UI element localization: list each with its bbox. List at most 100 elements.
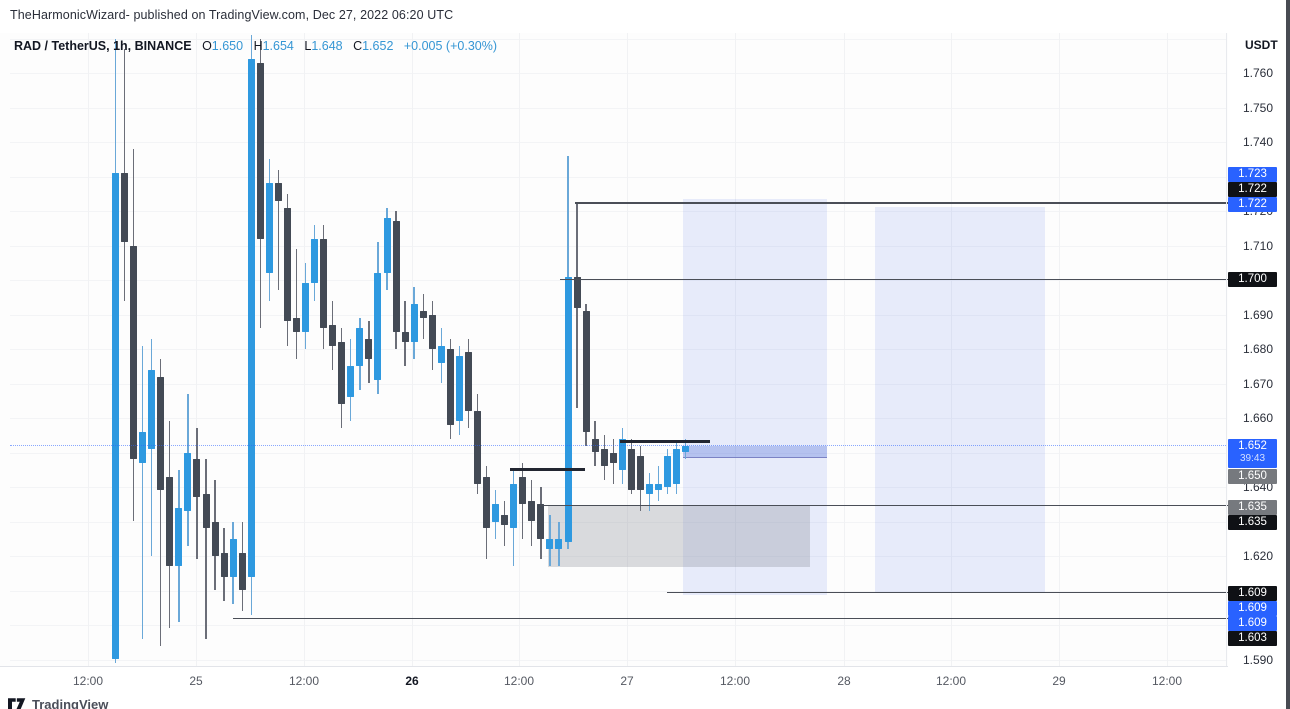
published-attribution-text: TheHarmonicWizard- published on TradingV… [10, 8, 454, 22]
candle-body [446, 349, 454, 425]
time-tick-label: 12:00 [72, 674, 104, 688]
price-level-badge: 1.635 [1228, 515, 1277, 530]
open-label: O [202, 39, 212, 53]
candle-body [320, 238, 328, 329]
candle-body [546, 538, 554, 550]
candle-body [618, 438, 626, 470]
candle-body [247, 59, 255, 577]
drawing-lines-layer[interactable] [0, 0, 1290, 666]
level-1.609[interactable] [667, 592, 1290, 594]
price-tick-label: 1.660 [1243, 411, 1274, 425]
candle-body [492, 504, 500, 522]
candle-body [555, 538, 563, 550]
candle-body [211, 521, 219, 556]
v-gridline [844, 33, 845, 666]
candle-body [483, 476, 491, 529]
candle-body [329, 324, 337, 346]
candle-body [347, 366, 355, 398]
low-value: 1.648 [311, 39, 343, 53]
v-gridline [951, 33, 952, 666]
time-tick-label: 25 [189, 674, 203, 688]
time-tick-label: 12:00 [288, 674, 320, 688]
candle-body [220, 552, 228, 577]
supply-zone-1[interactable] [683, 198, 827, 595]
price-tick-label: 1.620 [1243, 549, 1274, 563]
grid-layer [0, 33, 1226, 666]
h-gridline [10, 521, 1226, 523]
candle-body [157, 376, 165, 491]
h-gridline [10, 418, 1226, 419]
candle-body [474, 411, 481, 484]
candle-body [238, 552, 246, 591]
h-gridline [10, 38, 1226, 40]
h-gridline [10, 245, 1226, 247]
candle-body [410, 304, 418, 343]
h-gridline [10, 487, 1226, 488]
candle-body [564, 276, 572, 543]
candle-body [419, 311, 427, 318]
level-1.635[interactable] [540, 504, 1228, 507]
candle-wick [295, 248, 298, 360]
price-tick-label: 1.690 [1243, 307, 1274, 322]
price-axis-separator [1226, 33, 1227, 666]
v-gridline [88, 33, 89, 666]
change-value: +0.005 (+0.30%) [403, 39, 497, 53]
open-value: 1.650 [211, 39, 244, 53]
candle-wick [277, 169, 280, 291]
v-gridline [627, 33, 628, 666]
price-tick-label: 1.670 [1243, 376, 1274, 391]
price-axis-currency-label: USDT [1245, 38, 1278, 52]
candle-body [383, 217, 391, 274]
time-tick-label: 27 [620, 674, 634, 688]
price-level-badge: 1.723 [1228, 167, 1277, 182]
candle-body [401, 331, 409, 343]
time-axis[interactable]: 12:00 25 12:00 26 12:00 27 12:00 28 12:00 29 12:00 [0, 666, 1290, 695]
candle-body [121, 173, 129, 243]
level-1.722[interactable] [575, 202, 1228, 204]
price-tick-label: 1.760 [1243, 66, 1274, 80]
candle-body [193, 459, 201, 498]
candle-body [274, 183, 282, 201]
level-1.700[interactable] [560, 278, 1228, 281]
h-gridline [10, 211, 1226, 212]
candle-body [356, 328, 364, 367]
candle-body [302, 283, 310, 332]
h-gridline [10, 452, 1226, 454]
h-gridline [10, 383, 1226, 385]
v-gridline [1167, 33, 1168, 666]
candle-body [528, 500, 536, 522]
price-level-badge: 1.700 [1228, 272, 1277, 287]
entry-band[interactable] [683, 445, 827, 458]
supply-zone-2[interactable] [875, 206, 1045, 593]
candlestick-series[interactable] [0, 0, 1226, 666]
tradingview-logo-icon [8, 697, 28, 709]
candle-body [455, 355, 463, 422]
v-gridline [196, 33, 197, 666]
minor-level-1.654[interactable] [620, 440, 710, 444]
h-gridline [10, 314, 1226, 316]
candle-body [682, 445, 690, 453]
bar-countdown: 39:43 [1239, 452, 1266, 464]
drawing-zones-layer[interactable] [0, 0, 1226, 666]
price-axis[interactable]: USDT 1.7601.7501.7401.7201.7101.6901.680… [1228, 0, 1290, 709]
minor-level-1.646[interactable] [510, 468, 585, 472]
candle-body [537, 504, 545, 539]
close-value: 1.652 [362, 39, 394, 53]
symbol-legend[interactable]: RAD / TetherUS, 1h, BINANCE O1.650 H1.65… [14, 39, 497, 53]
candle-wick [205, 459, 207, 639]
candle-body [510, 483, 518, 529]
v-gridline [304, 33, 305, 666]
candle-body [166, 476, 174, 567]
candle-body [175, 507, 183, 567]
price-level-badge: 1.609 [1228, 601, 1277, 616]
time-tick-label: 12:00 [719, 674, 751, 688]
current-price-dotted-line [10, 444, 1226, 446]
gray-demand-zone[interactable] [548, 504, 810, 568]
candle-body [365, 338, 373, 360]
candle-body [428, 314, 436, 349]
level-1.603[interactable] [233, 618, 1290, 620]
h-gridline [10, 556, 1226, 557]
candle-body [600, 449, 608, 467]
candle-body [311, 238, 319, 284]
candle-body [437, 345, 445, 363]
